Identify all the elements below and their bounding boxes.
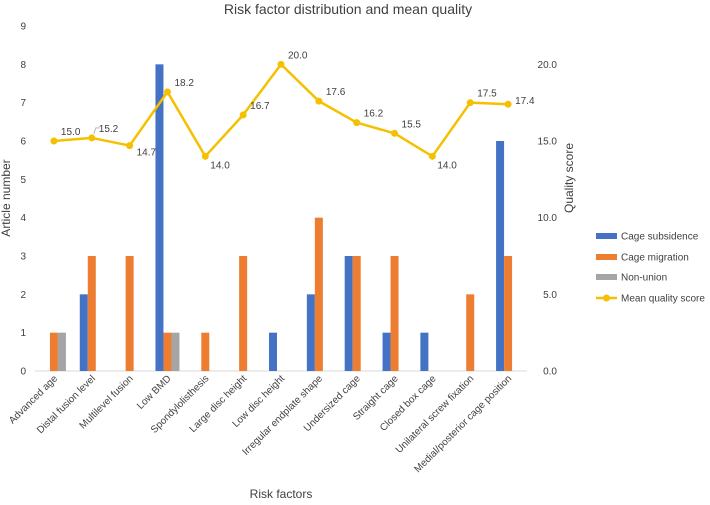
x-axis-title: Risk factors (250, 487, 313, 501)
bar-non-union (57, 332, 66, 371)
bar-cage-migration (314, 217, 323, 371)
data-label-mean-quality-score: 20.0 (288, 50, 308, 61)
bar-cage-migration (352, 256, 361, 371)
bar-cage-migration (163, 332, 172, 371)
point-mean-quality-score (391, 129, 399, 137)
y-tick-label: 2 (20, 290, 26, 301)
y2-axis-title: Quality score (562, 143, 576, 213)
legend-swatch-non-union (596, 274, 617, 280)
bar-cage-migration (504, 256, 513, 371)
bar-cage-subsidence (496, 141, 505, 371)
y-tick-label: 1 (20, 328, 26, 339)
data-label-leader-line (93, 127, 100, 135)
y2-tick-label: 15.0 (538, 137, 558, 148)
point-mean-quality-score (88, 134, 96, 142)
data-label-mean-quality-score: 18.2 (174, 78, 194, 89)
bar-cage-subsidence (344, 256, 353, 371)
bar-cage-migration (125, 256, 134, 371)
point-mean-quality-score (163, 88, 171, 96)
point-mean-quality-score (315, 97, 323, 105)
bar-cage-migration (49, 332, 58, 371)
data-label-mean-quality-score: 17.4 (515, 96, 535, 107)
data-label-mean-quality-score: 15.2 (99, 124, 119, 135)
data-label-mean-quality-score: 17.5 (477, 89, 497, 100)
data-label-mean-quality-score: 16.7 (250, 101, 270, 112)
point-mean-quality-score (201, 152, 209, 160)
data-label-mean-quality-score: 16.2 (364, 109, 384, 120)
bar-cage-subsidence (269, 332, 277, 371)
legend-swatch-marker (603, 294, 610, 302)
bar-cage-migration (466, 294, 475, 371)
data-label-mean-quality-score: 15.0 (61, 127, 81, 138)
bar-non-union (171, 332, 180, 371)
data-label-mean-quality-score: 14.0 (437, 160, 457, 171)
legend-label: Cage migration (621, 253, 689, 264)
y-tick-label: 6 (20, 137, 26, 148)
point-mean-quality-score (466, 99, 474, 107)
bar-cage-migration (390, 256, 399, 371)
data-label-mean-quality-score: 14.0 (210, 160, 230, 171)
legend-swatch-cage-migration (596, 254, 617, 260)
y-tick-label: 4 (20, 213, 26, 224)
bar-cage-migration (239, 256, 248, 371)
y-tick-label: 0 (20, 367, 26, 378)
chart-title: Risk factor distribution and mean qualit… (224, 1, 472, 17)
point-mean-quality-score (126, 142, 134, 150)
data-label-mean-quality-score: 14.7 (137, 148, 157, 159)
y-axis-title: Article number (0, 159, 13, 236)
x-tick-label: Low BMD (135, 373, 173, 411)
legend-label: Cage subsidence (621, 232, 699, 243)
y-tick-label: 8 (20, 60, 26, 71)
legend-label: Non-union (621, 273, 667, 284)
legend-swatch-cage-subsidence (596, 233, 617, 239)
bar-cage-subsidence (306, 294, 315, 371)
y-tick-label: 7 (20, 98, 26, 109)
y2-tick-label: 5.0 (543, 290, 557, 301)
y2-tick-label: 20.0 (538, 60, 558, 71)
data-label-mean-quality-score: 17.6 (326, 87, 346, 98)
point-mean-quality-score (50, 137, 58, 145)
bar-cage-subsidence (79, 294, 88, 371)
y2-tick-label: 0.0 (543, 367, 557, 378)
point-mean-quality-score (428, 152, 436, 160)
bar-cage-subsidence (155, 64, 164, 371)
point-mean-quality-score (504, 100, 512, 108)
bar-cage-migration (201, 332, 210, 371)
bar-cage-subsidence (382, 332, 391, 371)
bar-cage-subsidence (420, 332, 429, 371)
legend-label: Mean quality score (621, 294, 705, 305)
point-mean-quality-score (353, 119, 361, 127)
point-mean-quality-score (239, 111, 247, 119)
y2-tick-label: 10.0 (538, 213, 558, 224)
bar-cage-migration (87, 256, 96, 371)
data-label-mean-quality-score: 15.5 (402, 119, 422, 130)
line-mean-quality-score (53, 63, 509, 158)
y-tick-label: 5 (20, 175, 26, 186)
point-mean-quality-score (277, 60, 285, 68)
y-tick-label: 3 (20, 252, 26, 263)
y-tick-label: 9 (20, 22, 26, 33)
